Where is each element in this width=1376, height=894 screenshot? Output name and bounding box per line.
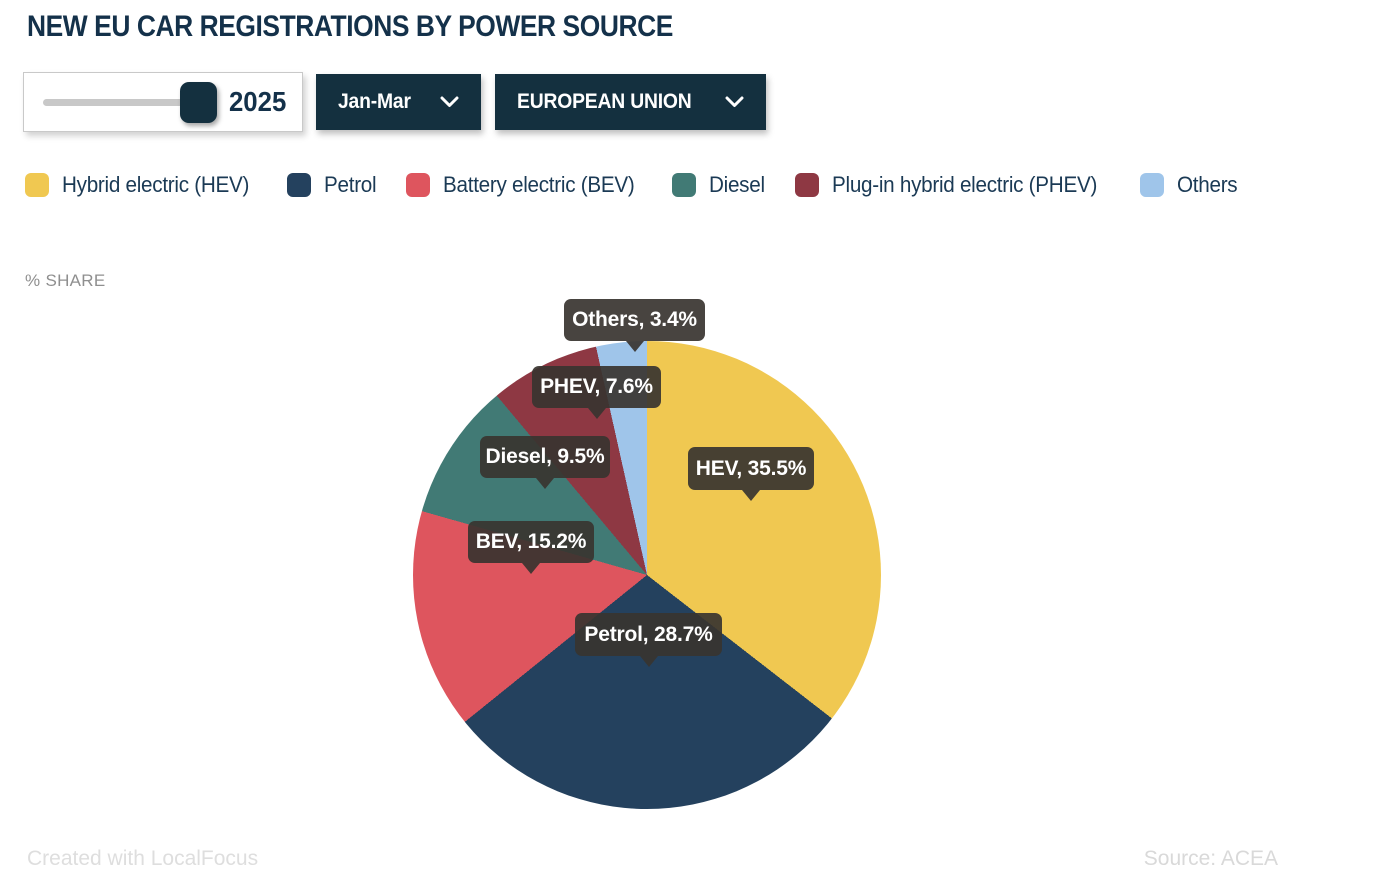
source-text: Source: ACEA bbox=[1143, 847, 1278, 870]
legend-swatch-petrol bbox=[287, 173, 312, 197]
slice-callout-label: Petrol, 28.7% bbox=[584, 622, 713, 646]
page-title: NEW EU CAR REGISTRATIONS BY POWER SOURCE bbox=[27, 10, 673, 43]
legend: Hybrid electric (HEV) Petrol Battery ele… bbox=[25, 172, 1270, 198]
slice-callout-label: Others, 3.4% bbox=[572, 308, 697, 331]
slice-callout-diesel: Diesel, 9.5% bbox=[480, 436, 610, 478]
unit-label: % SHARE bbox=[25, 271, 106, 290]
slice-callout-label: Diesel, 9.5% bbox=[485, 445, 605, 468]
attribution-text: Created with LocalFocus bbox=[27, 847, 259, 870]
legend-label: Diesel bbox=[709, 172, 766, 197]
legend-label: Others bbox=[1176, 172, 1238, 197]
period-dropdown[interactable]: Jan-Mar bbox=[316, 74, 481, 130]
year-slider-handle[interactable] bbox=[180, 82, 217, 123]
pie-chart[interactable] bbox=[413, 341, 881, 809]
region-dropdown[interactable]: EUROPEAN UNION bbox=[495, 74, 766, 130]
chevron-down-icon bbox=[725, 96, 744, 107]
slice-callout-label: PHEV, 7.6% bbox=[540, 375, 653, 398]
slice-callout-others: Others, 3.4% bbox=[564, 299, 705, 341]
region-dropdown-label: EUROPEAN UNION bbox=[517, 90, 692, 113]
legend-swatch-diesel bbox=[672, 173, 697, 197]
legend-label: Petrol bbox=[324, 172, 377, 197]
legend-swatch-others bbox=[1139, 173, 1164, 197]
legend-label: Battery electric (BEV) bbox=[442, 172, 635, 197]
slice-callout-label: HEV, 35.5% bbox=[695, 456, 807, 480]
legend-swatch-hev bbox=[25, 173, 49, 197]
legend-item-hev[interactable]: Hybrid electric (HEV) bbox=[25, 172, 261, 198]
legend-item-others[interactable]: Others bbox=[1139, 172, 1241, 198]
slice-callout-petrol: Petrol, 28.7% bbox=[575, 613, 722, 656]
legend-label: Plug-in hybrid electric (PHEV) bbox=[831, 172, 1097, 197]
legend-item-phev[interactable]: Plug-in hybrid electric (PHEV) bbox=[794, 172, 1114, 198]
legend-swatch-phev bbox=[794, 173, 819, 197]
chevron-down-icon bbox=[440, 96, 459, 107]
slice-callout-label: BEV, 15.2% bbox=[475, 530, 587, 553]
slice-callout-bev: BEV, 15.2% bbox=[468, 521, 594, 563]
slice-callout-phev: PHEV, 7.6% bbox=[532, 366, 661, 408]
legend-swatch-bev bbox=[405, 173, 430, 197]
year-slider-value: 2025 bbox=[228, 86, 286, 117]
legend-item-petrol[interactable]: Petrol bbox=[287, 172, 380, 198]
legend-item-diesel[interactable]: Diesel bbox=[672, 172, 768, 198]
year-slider[interactable]: 2025 bbox=[23, 72, 303, 132]
period-dropdown-label: Jan-Mar bbox=[338, 90, 411, 113]
year-slider-track[interactable] bbox=[43, 99, 205, 106]
legend-item-bev[interactable]: Battery electric (BEV) bbox=[405, 172, 647, 198]
legend-label: Hybrid electric (HEV) bbox=[62, 172, 250, 197]
slice-callout-hev: HEV, 35.5% bbox=[688, 447, 814, 490]
